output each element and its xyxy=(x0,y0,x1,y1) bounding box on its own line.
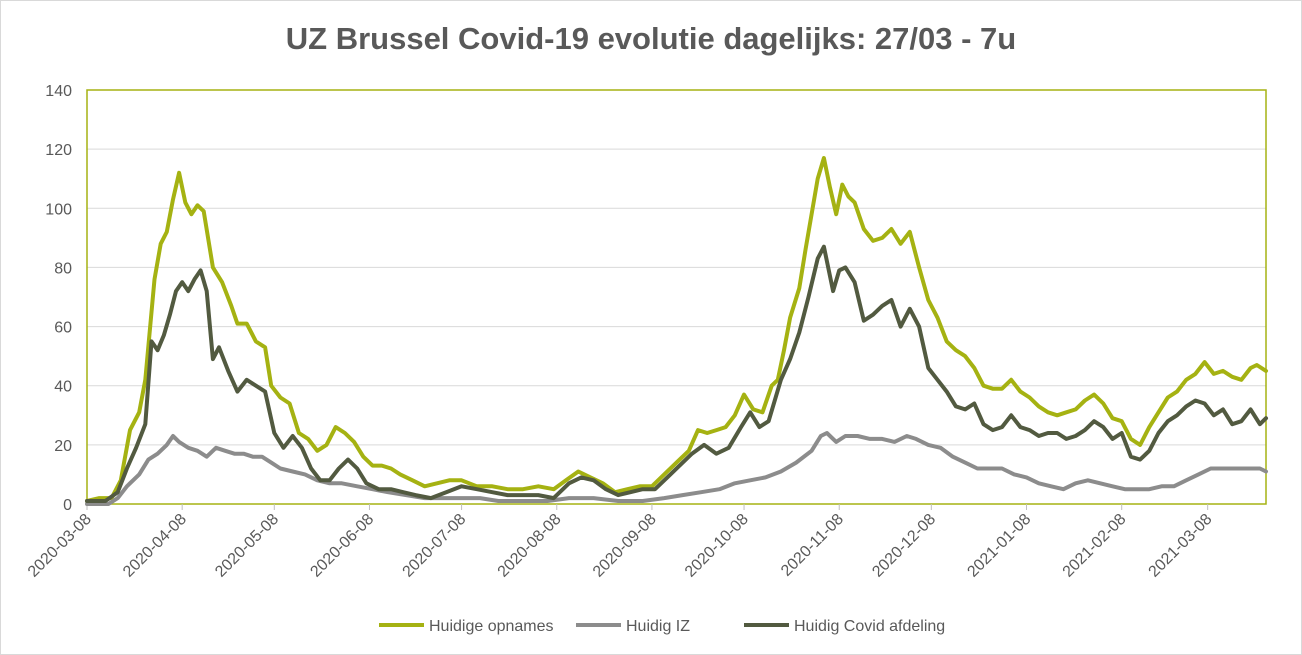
y-tick-label: 80 xyxy=(54,260,72,277)
gridlines xyxy=(87,148,1266,446)
x-tick-label: 2021-01-08 xyxy=(964,511,1034,581)
series-line-2 xyxy=(85,431,1268,506)
y-tick-label: 20 xyxy=(54,438,72,455)
legend-label: Huidige opnames xyxy=(429,618,554,635)
series-line-3 xyxy=(85,244,1268,503)
y-tick-label: 120 xyxy=(45,142,72,159)
x-tick-label: 2020-10-08 xyxy=(682,511,752,581)
y-tick-label: 60 xyxy=(54,320,72,337)
y-tick-label: 140 xyxy=(45,83,72,100)
legend-label: Huidig Covid afdeling xyxy=(794,618,945,635)
x-axis-ticks: 2020-03-08 2020-04-08 2020-05-08 2020-06-08… xyxy=(25,504,1216,581)
x-tick-label: 2020-07-08 xyxy=(400,511,470,581)
x-tick-label: 2020-04-08 xyxy=(120,511,190,581)
series-line-1 xyxy=(85,156,1268,503)
chart-title: UZ Brussel Covid-19 evolutie dagelijks: … xyxy=(285,21,1017,56)
x-tick-label: 2020-06-08 xyxy=(307,511,377,581)
x-tick-label: 2020-03-08 xyxy=(25,511,95,581)
y-tick-label: 100 xyxy=(45,201,72,218)
legend-label: Huidig IZ xyxy=(626,618,690,635)
x-tick-label: 2021-03-08 xyxy=(1146,511,1216,581)
x-tick-label: 2020-09-08 xyxy=(590,511,660,581)
y-tick-label: 40 xyxy=(54,379,72,396)
x-tick-label: 2020-12-08 xyxy=(869,511,939,581)
legend: Huidige opnames Huidig IZ Huidig Covid afd… xyxy=(379,618,945,635)
x-tick-label: 2020-08-08 xyxy=(495,511,565,581)
x-tick-label: 2020-05-08 xyxy=(212,511,282,581)
y-axis-ticks: 0 20 40 60 80 100 120 140 xyxy=(45,83,72,514)
x-tick-label: 2021-02-08 xyxy=(1060,511,1130,581)
y-tick-label: 0 xyxy=(63,497,72,514)
plot-area-border xyxy=(86,89,1267,505)
x-tick-label: 2020-11-08 xyxy=(778,511,847,580)
series-lines xyxy=(85,156,1268,506)
